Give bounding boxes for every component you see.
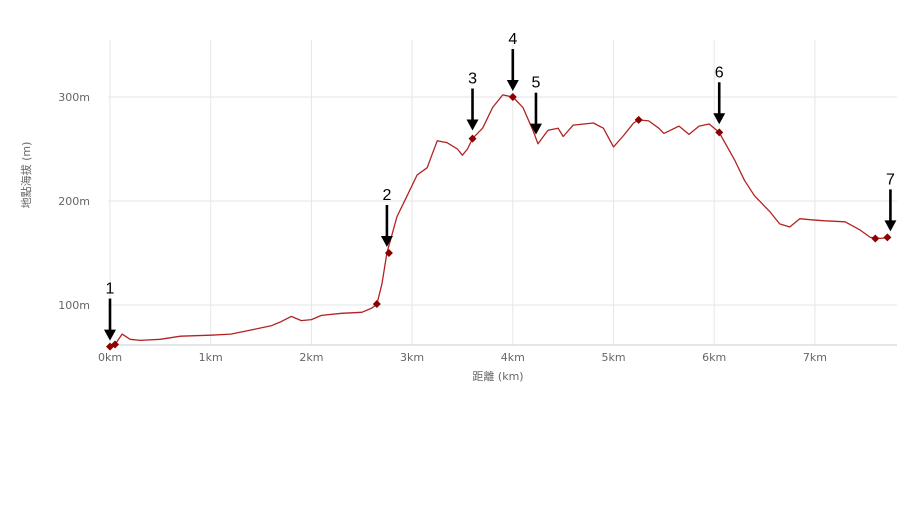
waypoint-marker [715,128,724,137]
x-tick-label: 1km [199,351,223,364]
x-axis-ticks: 0km 1km 2km 3km 4km 5km 6km 7km [98,351,827,364]
y-tick-label: 300m [58,91,90,104]
annotation-arrow-head [104,329,116,341]
annotation-label: 2 [382,187,391,204]
x-tick-label: 4km [501,351,525,364]
y-tick-label: 100m [58,299,90,312]
annotation-label: 7 [886,171,895,188]
annotation-label: 5 [532,75,541,92]
annotation-arrow-head [713,113,726,125]
annotation-arrow-head [380,236,393,247]
x-tick-label: 5km [601,351,625,364]
waypoint-marker [384,249,393,257]
waypoint-marker [634,115,643,124]
x-tick-label: 6km [702,351,726,364]
annotation-arrow-head [529,123,542,135]
elevation-line-group [109,94,891,348]
annotation-label: 4 [508,31,517,48]
waypoint-marker [508,93,517,101]
annotation-label: 1 [106,281,115,298]
annotation-arrow-head [506,80,519,91]
waypoint-markers [106,93,892,351]
x-tick-label: 2km [299,351,323,364]
waypoint-marker [111,340,120,349]
y-tick-label: 200m [58,195,90,208]
annotation-label: 6 [715,64,724,81]
waypoint-marker [883,233,892,242]
numbered-annotations: 1 2 3 4 5 6 7 [104,31,897,341]
y-axis-title: 地點海拔 (m) [19,142,33,209]
x-tick-label: 3km [400,351,424,364]
annotation-arrow-head [466,119,479,131]
waypoint-marker [372,299,381,308]
y-axis-ticks: 100m 200m 300m [58,91,90,312]
annotation-label: 3 [468,71,477,88]
annotation-arrow-head [884,220,897,232]
x-axis-title: 距離 (km) [472,369,523,383]
waypoint-marker [871,234,880,243]
elevation-line [109,94,891,348]
grid-lines [108,40,897,346]
waypoint-marker [468,134,477,143]
x-tick-label: 0km [98,351,122,364]
x-tick-label: 7km [803,351,827,364]
